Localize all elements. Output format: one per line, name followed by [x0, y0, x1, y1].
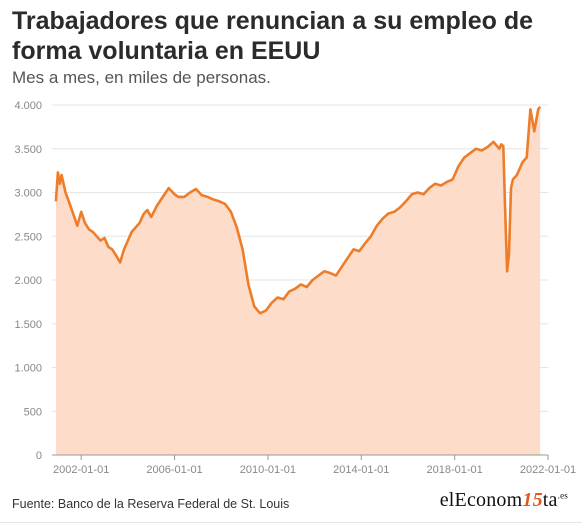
x-tick-label: 2014-01-01 — [333, 464, 389, 476]
y-tick-label: 500 — [24, 406, 42, 418]
y-tick-label: 2.500 — [14, 231, 42, 243]
y-axis-ticks: 0 500 1.000 1.500 2.000 2.500 3.000 3.500 4.000 — [14, 100, 42, 462]
y-tick-label: 0 — [36, 450, 42, 462]
chart-subtitle: Mes a mes, en miles de personas. — [12, 68, 271, 87]
quits-area-chart: 05001.0001.5002.0002.5003.0003.5004.000 … — [14, 100, 576, 476]
logo-text: elEconom — [439, 489, 523, 511]
series-line — [54, 106, 542, 315]
logo-anniversary: 15 — [522, 489, 543, 511]
x-tick-label: 2006-01-01 — [146, 464, 202, 476]
x-tick-label: 2010-01-01 — [240, 464, 296, 476]
logo-text-end: ta — [542, 489, 558, 511]
x-tick-label: 2018-01-01 — [426, 464, 482, 476]
y-tick-label: 2.000 — [14, 275, 42, 287]
logo-domain: .es — [557, 490, 568, 501]
y-tick-label: 1.500 — [14, 319, 42, 331]
y-tick-label: 1.000 — [14, 363, 42, 375]
series-area — [55, 106, 541, 456]
y-tick-label: 3.000 — [14, 188, 42, 200]
y-tick-label: 3.500 — [14, 144, 42, 156]
y-tick-label: 4.000 — [14, 100, 42, 112]
source-note: Fuente: Banco de la Reserva Federal de S… — [12, 497, 290, 511]
x-tick-label: 2022-01-01 — [520, 464, 576, 476]
footer-divider — [0, 522, 582, 523]
publisher-logo[interactable]: elEconom15ta.es — [440, 489, 568, 512]
chart-title: Trabajadores que renuncian a su empleo d… — [12, 7, 533, 65]
x-tick-label: 2002-01-01 — [53, 464, 109, 476]
x-axis-ticks: 2002-01-01 2006-01-01 2010-01-01 2014-01-01… — [53, 455, 576, 476]
